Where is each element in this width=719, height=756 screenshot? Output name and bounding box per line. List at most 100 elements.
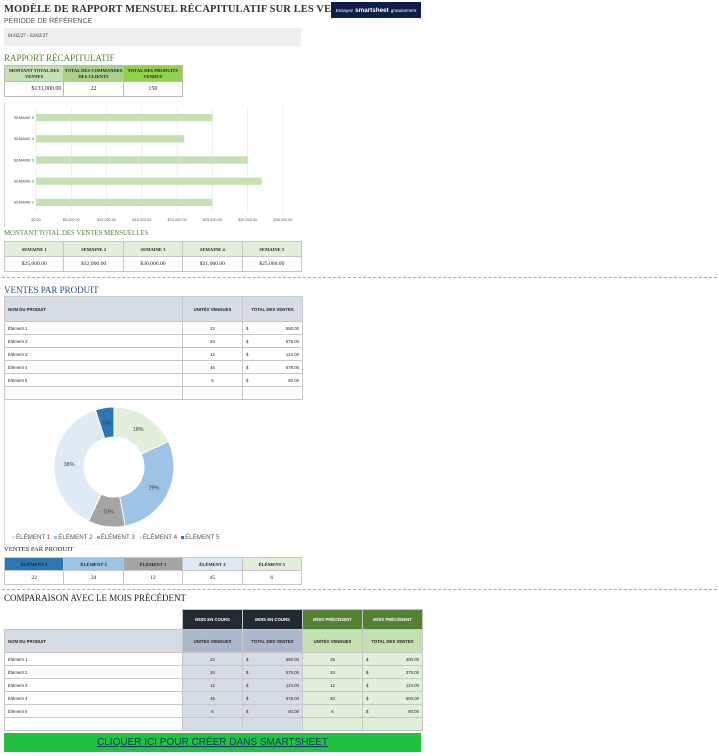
- currency: $: [246, 364, 249, 370]
- amount: 678.00: [285, 364, 299, 370]
- donut-slice: [119, 440, 175, 527]
- comparison-title: COMPARAISON AVEC LE MOIS PRÉCÉDENT: [4, 593, 187, 603]
- week-value[interactable]: $32,000.00: [63, 256, 124, 272]
- product-name[interactable]: Élément 5: [4, 373, 183, 387]
- units-by-product-title: VENTES PAR PRODUIT: [4, 546, 74, 553]
- empty-cell[interactable]: [362, 717, 423, 731]
- donut-slice: [94, 406, 115, 440]
- legend-label: ÉLÉMENT 5: [185, 534, 220, 541]
- donut-slice: [53, 409, 106, 522]
- previous-total[interactable]: $124.00: [362, 678, 423, 692]
- summary-total-orders[interactable]: 22: [63, 81, 124, 97]
- product-share-donut-chart: 18% 29% 10% 38% 5%: [4, 400, 175, 545]
- empty-cell[interactable]: [182, 386, 243, 400]
- product-name[interactable]: Élément 4: [4, 691, 183, 705]
- period-field[interactable]: 01/02/27 - 02/02/27: [4, 28, 301, 46]
- table-row-empty: [4, 386, 303, 400]
- product-total[interactable]: $575.00: [242, 334, 303, 348]
- product-units[interactable]: 45: [182, 360, 243, 374]
- x-tick-label: $25,000.00: [203, 218, 222, 222]
- previous-units[interactable]: 6: [302, 704, 363, 718]
- product-units[interactable]: 34: [182, 334, 243, 348]
- product-name[interactable]: Élément 2: [4, 334, 183, 348]
- current-units[interactable]: 22: [182, 652, 243, 666]
- current-units[interactable]: 6: [182, 704, 243, 718]
- item-units[interactable]: 45: [182, 570, 243, 585]
- smartsheet-trial-badge[interactable]: Essayez smartsheet gratuitement: [331, 2, 421, 18]
- summary-total-products[interactable]: 150: [122, 81, 184, 97]
- empty-cell[interactable]: [302, 717, 363, 731]
- previous-total[interactable]: $80.00: [362, 704, 423, 718]
- table-row: Élément 5 6 $80.00 6 $80.00: [4, 704, 423, 718]
- week-header: SEMAINE 3: [122, 241, 184, 257]
- legend-label: ÉLÉMENT 4: [142, 534, 178, 541]
- currency: $: [366, 695, 369, 701]
- current-total[interactable]: $678.00: [242, 691, 303, 705]
- item-units[interactable]: 22: [3, 570, 65, 585]
- week-value[interactable]: $30,000.00: [122, 256, 184, 272]
- current-total[interactable]: $550.00: [242, 652, 303, 666]
- current-total[interactable]: $575.00: [242, 665, 303, 679]
- product-name[interactable]: Élément 3: [4, 347, 183, 361]
- week-value[interactable]: $25,000.00: [3, 256, 65, 272]
- amount: 80.00: [408, 708, 419, 714]
- group-header-current: MOIS EN COURS: [182, 609, 243, 630]
- empty-cell[interactable]: [242, 717, 303, 731]
- product-name[interactable]: Élément 1: [4, 321, 183, 335]
- currency: $: [246, 682, 249, 688]
- comparison-table: MOIS EN COURS MOIS EN COURS MOIS PRÉCÉDE…: [4, 609, 423, 731]
- monthly-sales-title: MONTANT TOTAL DES VENTES MENSUELLES: [4, 230, 149, 237]
- product-total[interactable]: $678.00: [242, 360, 303, 374]
- previous-total[interactable]: $400.00: [362, 652, 423, 666]
- product-name[interactable]: Élément 4: [4, 360, 183, 374]
- summary-table: MONTANT TOTAL DES VENTES TOTAL DES COMMA…: [3, 65, 184, 97]
- currency: $: [366, 708, 369, 714]
- previous-units[interactable]: 40: [302, 691, 363, 705]
- previous-units[interactable]: 12: [302, 678, 363, 692]
- product-name[interactable]: Élément 1: [4, 652, 183, 666]
- product-total[interactable]: $80.00: [242, 373, 303, 387]
- product-total[interactable]: $550.00: [242, 321, 303, 335]
- product-total[interactable]: $124.00: [242, 347, 303, 361]
- empty-cell[interactable]: [4, 386, 183, 400]
- table-row: Élément 5 6 $80.00: [4, 373, 303, 387]
- amount: 400.00: [405, 656, 419, 662]
- create-in-smartsheet-button[interactable]: CLIQUER ICI POUR CRÉER DANS SMARTSHEET: [4, 733, 421, 752]
- product-units[interactable]: 22: [182, 321, 243, 335]
- product-name[interactable]: Élément 2: [4, 665, 183, 679]
- previous-units[interactable]: 25: [302, 652, 363, 666]
- previous-units[interactable]: 34: [302, 665, 363, 679]
- product-units[interactable]: 6: [182, 373, 243, 387]
- legend-label: ÉLÉMENT 1: [16, 534, 51, 541]
- empty-cell[interactable]: [242, 386, 303, 400]
- current-units[interactable]: 45: [182, 691, 243, 705]
- summary-total-sales[interactable]: $133,000.00: [3, 81, 65, 97]
- badge-pre: Essayez: [335, 7, 354, 13]
- summary-header: MONTANT TOTAL DES VENTES: [3, 65, 65, 82]
- week-value[interactable]: $21,000.00: [182, 256, 243, 272]
- col-header-total: TOTAL DES VENTES: [242, 296, 303, 322]
- current-units[interactable]: 34: [182, 665, 243, 679]
- item-units[interactable]: 34: [63, 570, 124, 585]
- current-total[interactable]: $80.00: [242, 704, 303, 718]
- previous-total[interactable]: $600.00: [362, 691, 423, 705]
- legend-label: ÉLÉMENT 2: [58, 534, 93, 541]
- current-total[interactable]: $124.00: [242, 678, 303, 692]
- previous-total[interactable]: $375.00: [362, 665, 423, 679]
- week-value[interactable]: $25,000.00: [241, 256, 303, 272]
- empty-cell[interactable]: [4, 717, 183, 731]
- product-name[interactable]: Élément 3: [4, 678, 183, 692]
- x-tick-label: $5,000.00: [63, 218, 80, 222]
- empty-cell[interactable]: [182, 717, 243, 731]
- product-name[interactable]: Élément 5: [4, 704, 183, 718]
- product-units[interactable]: 12: [182, 347, 243, 361]
- slice-label: 18%: [133, 427, 144, 433]
- y-tick-label: SEMAINE 5: [14, 116, 34, 120]
- item-units[interactable]: 12: [122, 570, 184, 585]
- slice-label: 29%: [149, 485, 160, 491]
- table-row: Élément 1 22 $550.00 25 $400.00: [4, 652, 423, 666]
- current-units[interactable]: 12: [182, 678, 243, 692]
- x-tick-label: $35,000.00: [273, 218, 292, 222]
- item-units[interactable]: 6: [241, 570, 303, 585]
- units-by-product-table: ÉLÉMENT 1 ÉLÉMENT 2 ÉLÉMENT 3 ÉLÉMENT 4 …: [3, 557, 303, 585]
